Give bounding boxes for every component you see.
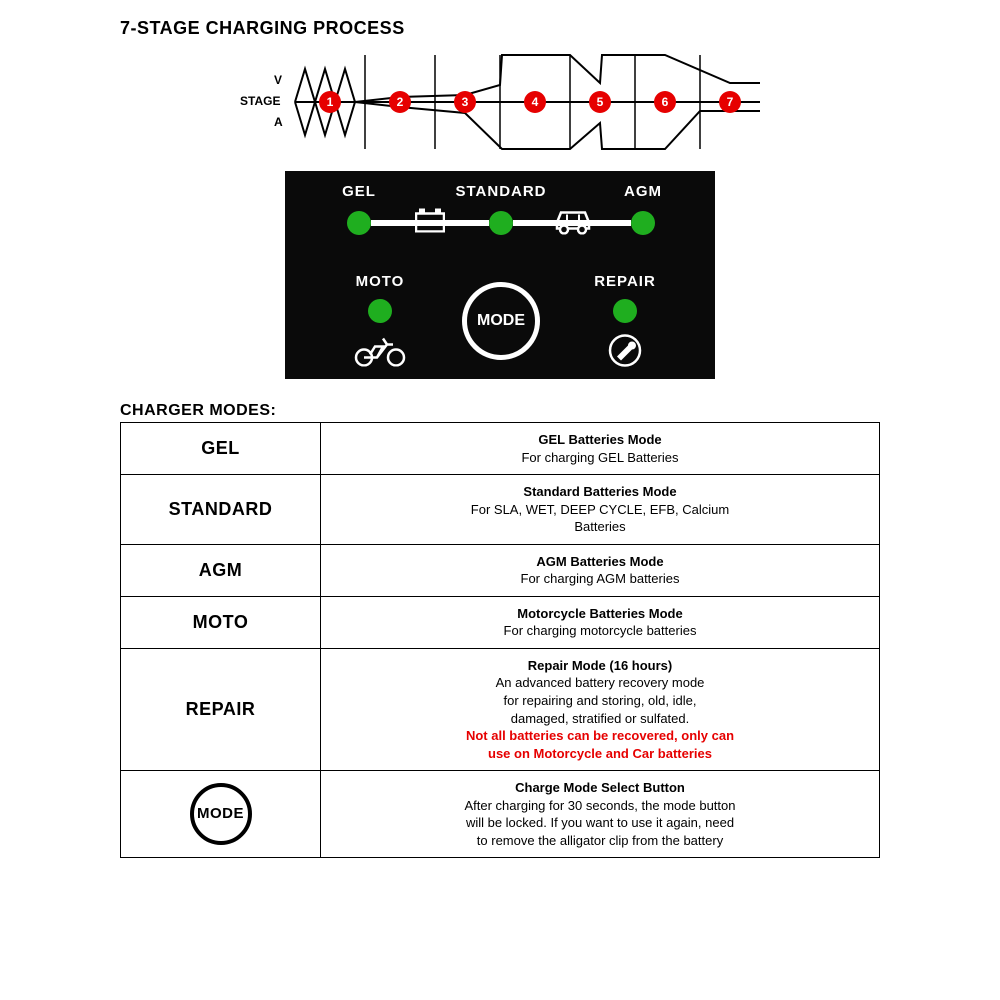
panel-label-gel: GEL [342,183,376,200]
panel-led [613,299,637,323]
mode-panel: GEL STANDARD AGM MOTO REPAIR [285,171,715,379]
motorcycle-icon [353,335,407,372]
mode-name-cell: STANDARD [121,475,321,545]
mode-row: REPAIRRepair Mode (16 hours)An advanced … [121,648,880,770]
mode-button-cell: MODE [190,783,252,845]
axis-v-label: V [274,73,282,87]
axis-a-label: A [274,115,283,129]
panel-label-agm: AGM [624,183,662,200]
mode-desc-cell: Repair Mode (16 hours)An advanced batter… [321,648,880,770]
panel-led [631,211,655,235]
modes-table: GELGEL Batteries ModeFor charging GEL Ba… [120,422,880,858]
mode-desc-cell: Standard Batteries ModeFor SLA, WET, DEE… [321,475,880,545]
stage-dot-4: 4 [524,91,546,113]
axis-stage-label: STAGE [240,94,280,108]
mode-button[interactable]: MODE [462,282,540,360]
mode-desc-cell: AGM Batteries ModeFor charging AGM batte… [321,544,880,596]
panel-label-moto: MOTO [356,273,405,290]
panel-led [347,211,371,235]
mode-name-cell: REPAIR [121,648,321,770]
mode-name-cell: MODE [121,771,321,858]
panel-label-standard: STANDARD [455,183,546,200]
mode-name-cell: MOTO [121,596,321,648]
panel-led [489,211,513,235]
stage-diagram: V STAGE A 1 2 3 4 5 6 7 [240,47,760,157]
mode-row: GELGEL Batteries ModeFor charging GEL Ba… [121,423,880,475]
stage-dot-3: 3 [454,91,476,113]
mode-name-cell: AGM [121,544,321,596]
mode-name-cell: GEL [121,423,321,475]
wrench-icon [608,334,642,373]
mode-desc-cell: Motorcycle Batteries ModeFor charging mo… [321,596,880,648]
battery-icon [415,209,445,238]
stage-dot-7: 7 [719,91,741,113]
mode-row: MOTOMotorcycle Batteries ModeFor chargin… [121,596,880,648]
mode-row: STANDARDStandard Batteries ModeFor SLA, … [121,475,880,545]
mode-desc-cell: Charge Mode Select ButtonAfter charging … [321,771,880,858]
mode-row: AGMAGM Batteries ModeFor charging AGM ba… [121,544,880,596]
stage-dot-6: 6 [654,91,676,113]
stage-dot-2: 2 [389,91,411,113]
stage-dot-1: 1 [319,91,341,113]
modes-title: CHARGER MODES: [120,402,880,420]
stage-dot-5: 5 [589,91,611,113]
panel-led [368,299,392,323]
car-icon [553,207,593,240]
stage-title: 7-STAGE CHARGING PROCESS [120,18,880,39]
mode-desc-cell: GEL Batteries ModeFor charging GEL Batte… [321,423,880,475]
mode-row: MODE Charge Mode Select ButtonAfter charg… [121,771,880,858]
panel-label-repair: REPAIR [594,273,656,290]
